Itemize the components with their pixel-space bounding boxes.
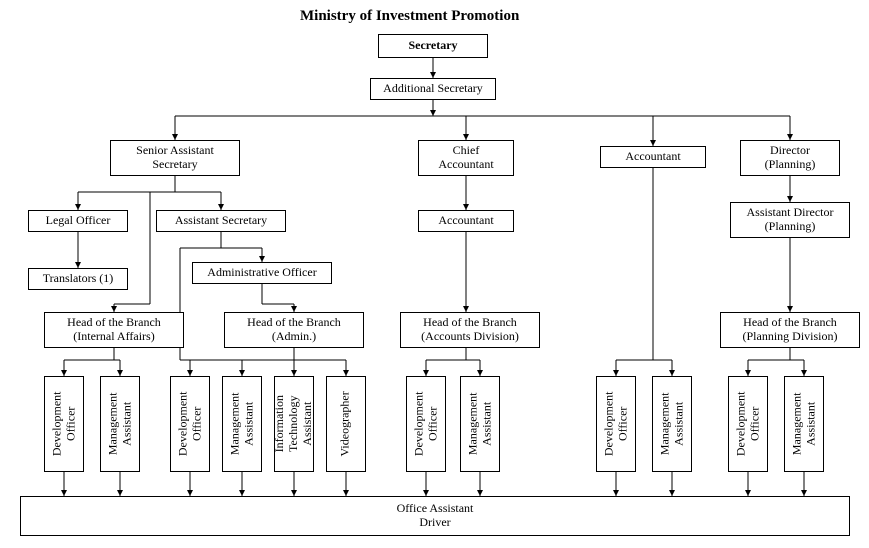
node-admin_off: Administrative Officer [192,262,332,284]
node-chief_acc: ChiefAccountant [418,140,514,176]
node-dir_plan: Director(Planning) [740,140,840,176]
node-secretary: Secretary [378,34,488,58]
leaf-v3: DevelopmentOfficer [170,376,210,472]
node-adir_plan: Assistant Director(Planning) [730,202,850,238]
leaf-v5: InformationTechnologyAssistant [274,376,314,472]
node-office: Office AssistantDriver [20,496,850,536]
node-hob_plan: Head of the Branch(Planning Division) [720,312,860,348]
leaf-v1: DevelopmentOfficer [44,376,84,472]
node-accountant_mid: Accountant [418,210,514,232]
node-accountant_top: Accountant [600,146,706,168]
leaf-v8: ManagementAssistant [460,376,500,472]
node-hob_adm: Head of the Branch(Admin.) [224,312,364,348]
node-sas: Senior AssistantSecretary [110,140,240,176]
leaf-v4: ManagementAssistant [222,376,262,472]
node-translators: Translators (1) [28,268,128,290]
leaf-v9: DevelopmentOfficer [596,376,636,472]
leaf-v11: DevelopmentOfficer [728,376,768,472]
node-asst_sec: Assistant Secretary [156,210,286,232]
node-addl_sec: Additional Secretary [370,78,496,100]
node-hob_acc: Head of the Branch(Accounts Division) [400,312,540,348]
leaf-v10: ManagementAssistant [652,376,692,472]
leaf-v7: DevelopmentOfficer [406,376,446,472]
node-hob_int: Head of the Branch(Internal Affairs) [44,312,184,348]
leaf-v2: ManagementAssistant [100,376,140,472]
leaf-v6: Videographer [326,376,366,472]
node-legal: Legal Officer [28,210,128,232]
leaf-v12: ManagementAssistant [784,376,824,472]
